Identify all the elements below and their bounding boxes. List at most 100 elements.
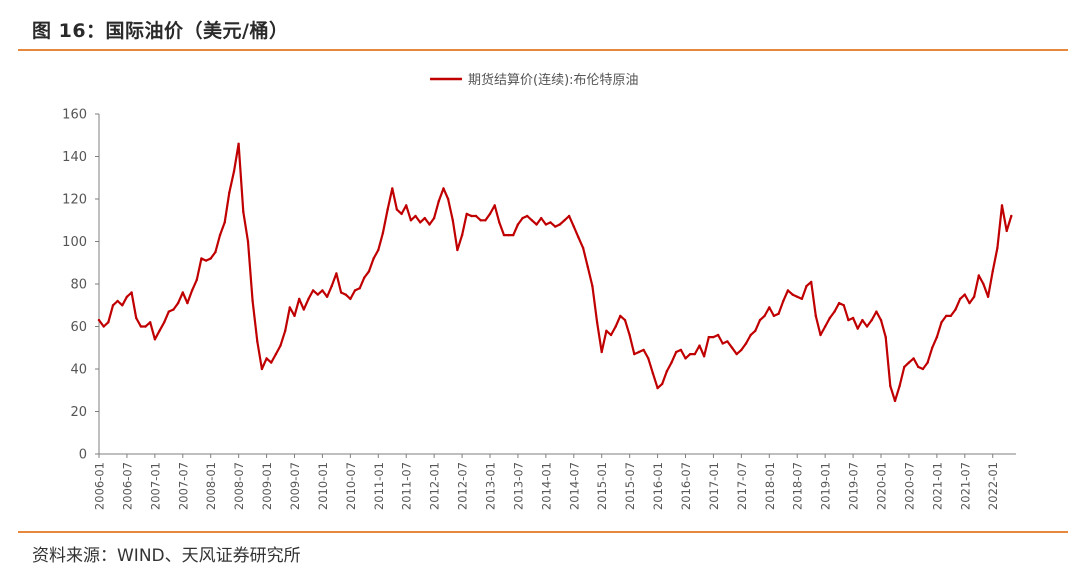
data-point [535,223,538,226]
x-tick-label: 2010-07 [344,462,358,510]
data-point [619,314,622,318]
data-point [572,225,575,228]
data-point [679,348,683,352]
data-point [730,346,734,349]
data-point [167,310,170,313]
data-point [554,225,557,228]
data-point [451,219,454,222]
data-point [400,212,403,216]
data-point [460,233,464,237]
data-point [549,221,552,224]
legend: 期货结算价(连续):布伦特原油 [430,72,639,88]
data-point [214,250,217,254]
data-point [512,233,515,237]
data-point [926,361,929,364]
data-point [335,272,338,275]
data-point [595,321,599,324]
data-point [321,289,324,292]
x-tick-label: 2015-01 [595,462,609,510]
data-point [218,233,222,237]
series-layer [97,142,1013,403]
data-point [409,219,413,222]
data-point [1005,229,1008,233]
data-point [768,306,771,309]
data-point [172,308,175,311]
data-point [684,357,687,360]
data-point [465,212,468,216]
data-point [484,219,487,222]
data-point [428,223,431,226]
data-point [903,365,906,369]
x-tick-label: 2011-07 [400,462,414,510]
data-point [111,304,115,307]
data-point [907,361,911,364]
data-point [567,214,571,218]
data-point [479,219,482,222]
data-point [158,329,161,332]
data-point [176,301,180,305]
data-point [777,312,780,315]
data-point [996,246,999,250]
y-tick-label: 0 [79,448,87,463]
data-point [800,297,804,301]
data-point [125,295,129,298]
data-point [488,212,492,216]
x-tick-label: 2008-07 [232,462,246,510]
data-point [139,325,143,328]
data-point [1010,214,1013,218]
x-tick-label: 2007-01 [148,462,162,510]
data-point [195,278,198,281]
data-point [665,369,669,373]
data-point [879,318,883,322]
data-point [935,335,939,339]
data-point [856,327,859,330]
data-point [339,291,343,294]
data-point [358,287,361,290]
data-point [763,314,766,318]
x-tick-label: 2021-01 [930,462,944,510]
data-point [423,216,426,220]
x-tick-label: 2009-07 [288,462,302,510]
y-axis: 0 20 40 60 80 100 120 140 160 [62,108,100,463]
source-note: 资料来源：WIND、天风证券研究所 [32,546,301,566]
data-point [917,365,920,369]
data-point [656,386,659,390]
data-point [982,282,985,286]
data-point [805,284,808,288]
data-point [958,297,962,301]
legend-label: 期货结算价(连续):布伦特原油 [468,72,639,88]
x-tick-label: 2011-01 [372,462,386,510]
data-point [842,304,845,307]
data-point [702,355,706,358]
data-point [284,329,287,332]
data-point [707,335,710,339]
data-point [786,289,790,292]
data-point [190,289,194,292]
data-point [949,314,952,318]
data-point [870,318,873,322]
data-point [642,348,645,352]
data-point [712,335,715,339]
data-point [544,223,548,226]
data-point [828,316,831,320]
data-point [875,310,878,313]
data-point [288,306,291,309]
data-point [130,291,133,294]
data-point [847,318,850,322]
data-point [116,299,119,303]
data-point [749,333,752,337]
x-tick-label: 2017-01 [707,462,721,510]
data-point [325,295,329,298]
data-point [367,270,371,273]
data-point [833,310,836,313]
data-point [307,297,310,301]
y-tick-label: 160 [62,108,87,123]
y-tick-label: 60 [70,320,87,335]
data-point [442,187,445,190]
data-point [507,233,510,237]
data-point [963,293,966,296]
data-point [884,335,887,339]
data-point [372,257,375,260]
data-point [977,274,980,277]
data-point [242,210,245,213]
